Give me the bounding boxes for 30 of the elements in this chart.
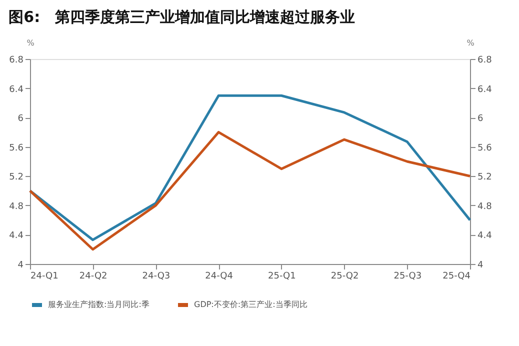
y2-tick-label: 4.8	[478, 202, 492, 212]
y2-tick-label: 6.8	[478, 56, 492, 66]
x-tick-label: 25-Q3	[394, 272, 422, 282]
y-tick-label: 6.4	[9, 84, 24, 95]
y2-tick-label: 5.6	[478, 143, 492, 154]
y-tick-label: 4.4	[9, 231, 24, 242]
y-tick-label: 5.6	[9, 143, 24, 154]
y-tick-label: 5.2	[9, 172, 24, 183]
y2-tick-label: 4.4	[478, 231, 492, 242]
legend-label: GDP:不变价:第三产业:当季同比	[194, 300, 308, 309]
x-tick-label: 24-Q2	[79, 272, 108, 282]
y-tick-label: 4.8	[9, 202, 24, 212]
chart-title: 图6: 第四季度第三产业增加值同比增速超过服务业	[8, 8, 356, 26]
y2-tick-label: 5.2	[478, 172, 492, 183]
legend-label: 服务业生产指数:当月同比:季	[48, 300, 150, 309]
y-tick-label: 6	[18, 114, 24, 124]
x-tick-label: 24-Q1	[30, 272, 58, 282]
x-tick-label: 25-Q1	[268, 272, 296, 282]
x-tick-label: 25-Q2	[330, 272, 359, 282]
y2-axis-title: %	[466, 38, 475, 48]
y-tick-label: 6.8	[9, 56, 24, 66]
x-tick-label: 25-Q4	[442, 272, 471, 282]
y2-tick-label: 4	[478, 260, 484, 270]
y-axis-title: %	[26, 38, 35, 48]
x-tick-label: 24-Q4	[205, 272, 234, 282]
y-tick-label: 4	[18, 260, 24, 270]
x-tick-label: 24-Q3	[142, 272, 170, 282]
y2-tick-label: 6	[478, 114, 484, 124]
y2-tick-label: 6.4	[478, 84, 492, 95]
line-series	[28, 130, 472, 251]
